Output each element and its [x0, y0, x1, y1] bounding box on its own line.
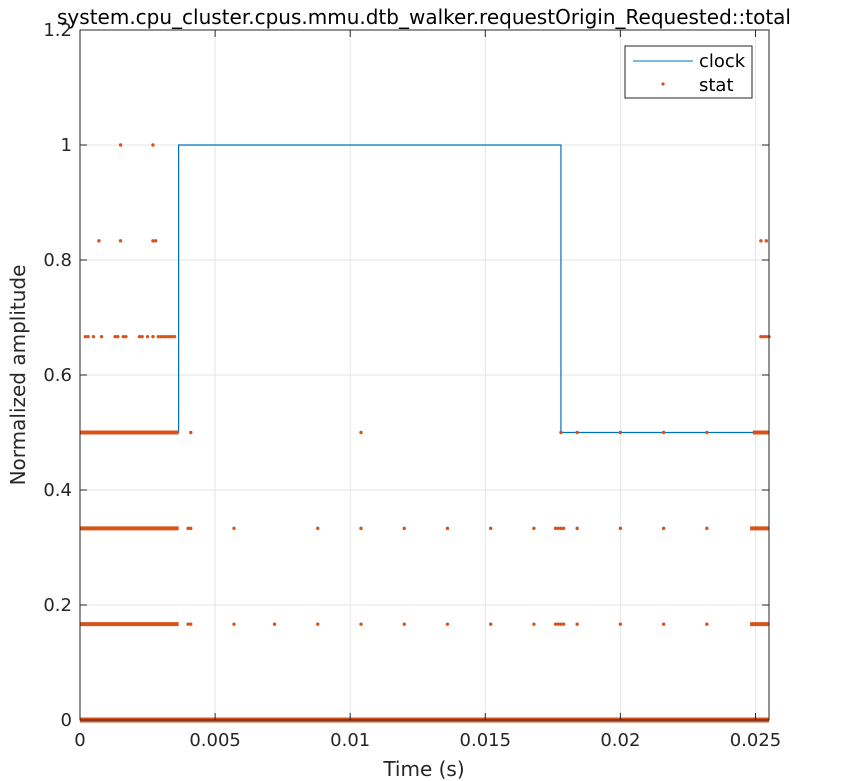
y-tick-label: 0.6	[43, 365, 72, 386]
stat-point	[113, 334, 117, 339]
stat-point	[91, 334, 96, 339]
stat-point	[553, 526, 558, 531]
stat-point	[618, 526, 623, 531]
stat-point	[556, 526, 560, 531]
stat-point	[445, 622, 450, 626]
stat-point	[561, 622, 566, 626]
stat-point	[661, 526, 666, 531]
stat-point	[121, 334, 125, 339]
x-tick-label: 0.02	[600, 730, 640, 751]
y-tick-label: 0.8	[43, 250, 72, 271]
stat-point	[116, 334, 120, 339]
stat-point	[556, 622, 560, 626]
stat-point	[170, 334, 174, 339]
stat-point	[575, 622, 579, 626]
stat-point	[705, 430, 709, 435]
stat-point	[661, 622, 666, 626]
stat-point	[189, 430, 193, 435]
stat-point	[151, 239, 155, 243]
legend-stat-swatch	[661, 82, 665, 86]
stat-point	[618, 430, 623, 435]
stat-point	[575, 430, 579, 435]
legend-box	[624, 45, 753, 99]
stat-point	[661, 430, 666, 435]
legend-clock-label: clock	[699, 51, 746, 72]
stat-point	[761, 334, 766, 339]
stat-point	[272, 622, 277, 626]
ticks: 0 0.005 0.01 0.015 0.02 0.025 0 0.2 0.4 0.6 0.8 1 1.…	[43, 20, 781, 751]
x-tick-label: 0.015	[460, 730, 512, 751]
stat-point	[402, 622, 406, 626]
stat-point	[575, 526, 579, 531]
stat-point	[118, 239, 123, 243]
stat-point	[488, 622, 493, 626]
legend-stat-label: stat	[699, 75, 734, 96]
stat-point	[759, 239, 763, 243]
stat-point	[532, 622, 536, 626]
y-tick-label: 0.4	[43, 480, 72, 501]
x-tick-label: 0.005	[189, 730, 241, 751]
stat-point	[151, 143, 155, 147]
stat-point	[99, 334, 104, 339]
y-tick-label: 0.2	[43, 595, 72, 616]
y-tick-label: 1.2	[43, 20, 72, 41]
stat-point	[359, 430, 363, 435]
stat-point	[402, 526, 406, 531]
stat-point	[186, 622, 190, 626]
stat-point	[316, 622, 320, 626]
stat-point	[164, 334, 169, 339]
legend: clock stat	[624, 45, 753, 99]
stat-point	[189, 622, 193, 626]
stat-point	[359, 526, 363, 531]
stat-point	[86, 334, 90, 339]
stat-point	[186, 526, 190, 531]
stat-point	[532, 526, 536, 531]
stat-point	[159, 334, 163, 339]
stat-point	[559, 430, 563, 435]
y-tick-label: 0	[61, 710, 72, 731]
x-tick-label: 0	[74, 730, 85, 751]
stat-point	[764, 334, 768, 339]
stat-point	[145, 334, 150, 339]
x-axis-title: Time (s)	[382, 757, 464, 781]
stat-point	[559, 622, 563, 626]
stat-point	[151, 334, 155, 339]
x-tick-label: 0.01	[330, 730, 370, 751]
stat-point	[137, 334, 142, 339]
stat-point	[118, 143, 123, 147]
stat-point	[553, 622, 558, 626]
stat-point	[445, 526, 450, 531]
stat-point	[167, 334, 171, 339]
x-tick-label: 0.025	[730, 730, 782, 751]
stat-point	[232, 526, 236, 531]
stat-point	[705, 526, 709, 531]
stat-point	[162, 334, 166, 339]
stat-point	[316, 526, 320, 531]
y-tick-label: 1	[61, 135, 72, 156]
stat-point	[764, 239, 768, 243]
stat-point	[97, 239, 101, 243]
stat-point	[172, 334, 177, 339]
stat-point	[189, 526, 193, 531]
stat-point	[124, 334, 128, 339]
stat-point	[561, 526, 566, 531]
stat-point	[618, 622, 623, 626]
stat-point	[359, 622, 363, 626]
stat-point	[759, 334, 763, 339]
stat-point	[488, 526, 493, 531]
stat-point	[83, 334, 88, 339]
stat-point	[705, 622, 709, 626]
chart-title: system.cpu_cluster.cpus.mmu.dtb_walker.r…	[57, 5, 791, 29]
stat-point	[153, 239, 158, 243]
stat-point	[559, 526, 563, 531]
stat-point	[156, 334, 161, 339]
y-axis-title: Normalized amplitude	[6, 265, 30, 486]
stat-point	[232, 622, 236, 626]
stat-point	[140, 334, 144, 339]
